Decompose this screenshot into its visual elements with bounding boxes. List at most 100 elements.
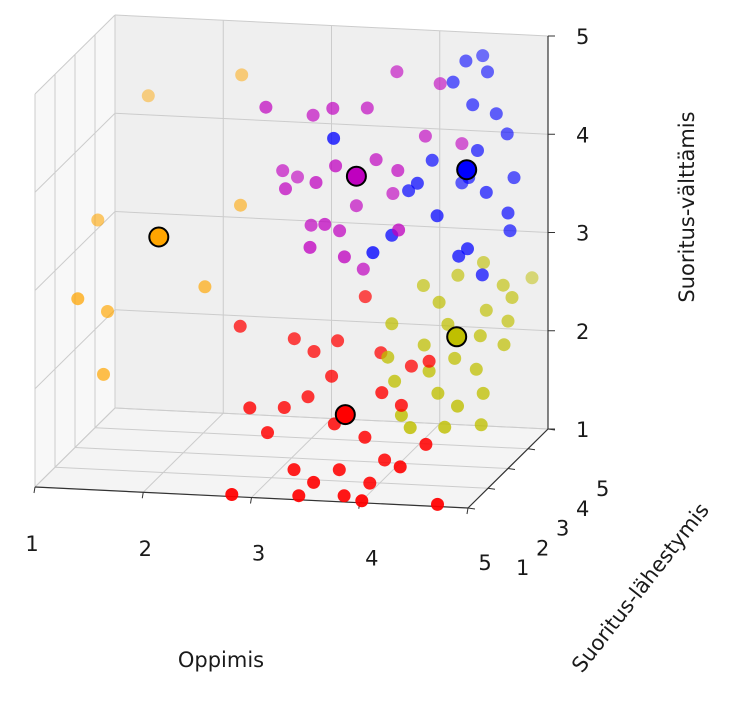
data-point <box>403 421 417 435</box>
data-point <box>451 268 465 282</box>
x-tick-mark <box>250 497 252 504</box>
data-point <box>349 199 363 213</box>
data-point <box>234 198 247 212</box>
data-point <box>418 129 432 143</box>
data-point <box>394 408 408 422</box>
data-point <box>307 475 321 489</box>
grid-line-side-z <box>34 14 116 95</box>
data-point <box>235 68 249 82</box>
data-point <box>441 317 455 331</box>
data-point <box>446 75 460 89</box>
z-tick-label: 2 <box>576 320 589 344</box>
data-point <box>500 127 514 141</box>
x-tick-label: 1 <box>25 532 38 556</box>
x-tick-mark <box>33 486 36 494</box>
data-point <box>381 350 395 364</box>
y-tick-label: 3 <box>556 517 569 541</box>
data-point <box>501 314 515 328</box>
data-point <box>329 159 343 173</box>
data-point <box>243 401 257 415</box>
data-point <box>489 107 503 121</box>
axis-panes <box>35 15 548 508</box>
y-tick-label: 4 <box>576 497 589 521</box>
data-point <box>333 224 347 238</box>
data-point <box>459 54 473 68</box>
data-point <box>503 224 517 238</box>
data-point <box>91 213 105 227</box>
data-point <box>331 334 345 348</box>
grid-line-side-z <box>34 112 116 193</box>
data-point <box>452 249 466 263</box>
data-point <box>385 317 399 331</box>
grid-line-floor-y <box>94 427 529 450</box>
data-point <box>71 292 85 306</box>
grid-line-back-z <box>114 211 549 233</box>
data-point <box>507 171 521 185</box>
x-tick-mark <box>141 492 144 499</box>
data-point <box>332 463 346 477</box>
y-axis-title: Suoritus-lähestymis <box>567 498 714 677</box>
data-point <box>327 131 341 145</box>
y-tick-mark <box>467 507 476 510</box>
data-point <box>425 153 439 167</box>
data-point <box>497 338 511 352</box>
grid-line-floor-y <box>74 447 509 469</box>
data-point <box>448 351 462 365</box>
z-tick-label: 3 <box>576 222 589 246</box>
centroid-point <box>148 226 170 248</box>
data-point <box>474 418 488 432</box>
data-point <box>101 305 114 318</box>
centroid-markers <box>148 159 478 426</box>
data-point <box>393 460 407 474</box>
data-point <box>404 359 418 373</box>
data-point <box>386 187 400 200</box>
data-point <box>306 108 320 122</box>
data-point <box>451 399 464 413</box>
data-point <box>358 290 372 304</box>
data-point <box>287 463 301 477</box>
grid-line-side-z <box>34 407 116 488</box>
grid-line-back-z <box>114 14 549 37</box>
x-tick-label: 5 <box>478 551 491 575</box>
data-point <box>355 494 369 508</box>
data-point <box>358 430 372 444</box>
data-point <box>481 65 494 79</box>
data-point <box>422 364 436 378</box>
data-point <box>366 246 380 260</box>
data-point <box>473 329 487 343</box>
data-point <box>390 65 404 79</box>
data-point <box>259 100 273 114</box>
data-point <box>392 223 406 237</box>
data-point <box>466 98 480 112</box>
data-point <box>402 184 416 198</box>
data-point <box>307 345 321 358</box>
data-point <box>479 303 493 317</box>
data-point <box>198 280 212 294</box>
x-tick-label: 4 <box>365 546 378 570</box>
data-point <box>363 476 377 490</box>
z-tick-label: 4 <box>576 123 589 147</box>
data-point <box>433 77 447 91</box>
centroid-point <box>345 165 367 187</box>
data-point <box>476 49 490 63</box>
z-tick-label: 5 <box>576 25 589 49</box>
data-point <box>337 250 351 264</box>
grid-line-back-z <box>114 112 549 135</box>
data-point <box>301 390 315 404</box>
centroid-point <box>456 159 478 181</box>
data-point <box>432 295 446 309</box>
data-point <box>479 185 493 199</box>
data-point <box>525 271 539 285</box>
data-point <box>97 367 110 381</box>
y-tick-label: 5 <box>596 477 609 501</box>
grid-line-side-z <box>34 309 116 390</box>
y-tick-label: 2 <box>536 536 549 560</box>
data-point <box>304 218 318 232</box>
x-tick-mark <box>466 507 469 515</box>
data-point <box>378 453 392 467</box>
y-tick-mark <box>487 487 496 490</box>
z-tick-label: 1 <box>576 418 589 442</box>
centroid-point <box>334 404 356 426</box>
